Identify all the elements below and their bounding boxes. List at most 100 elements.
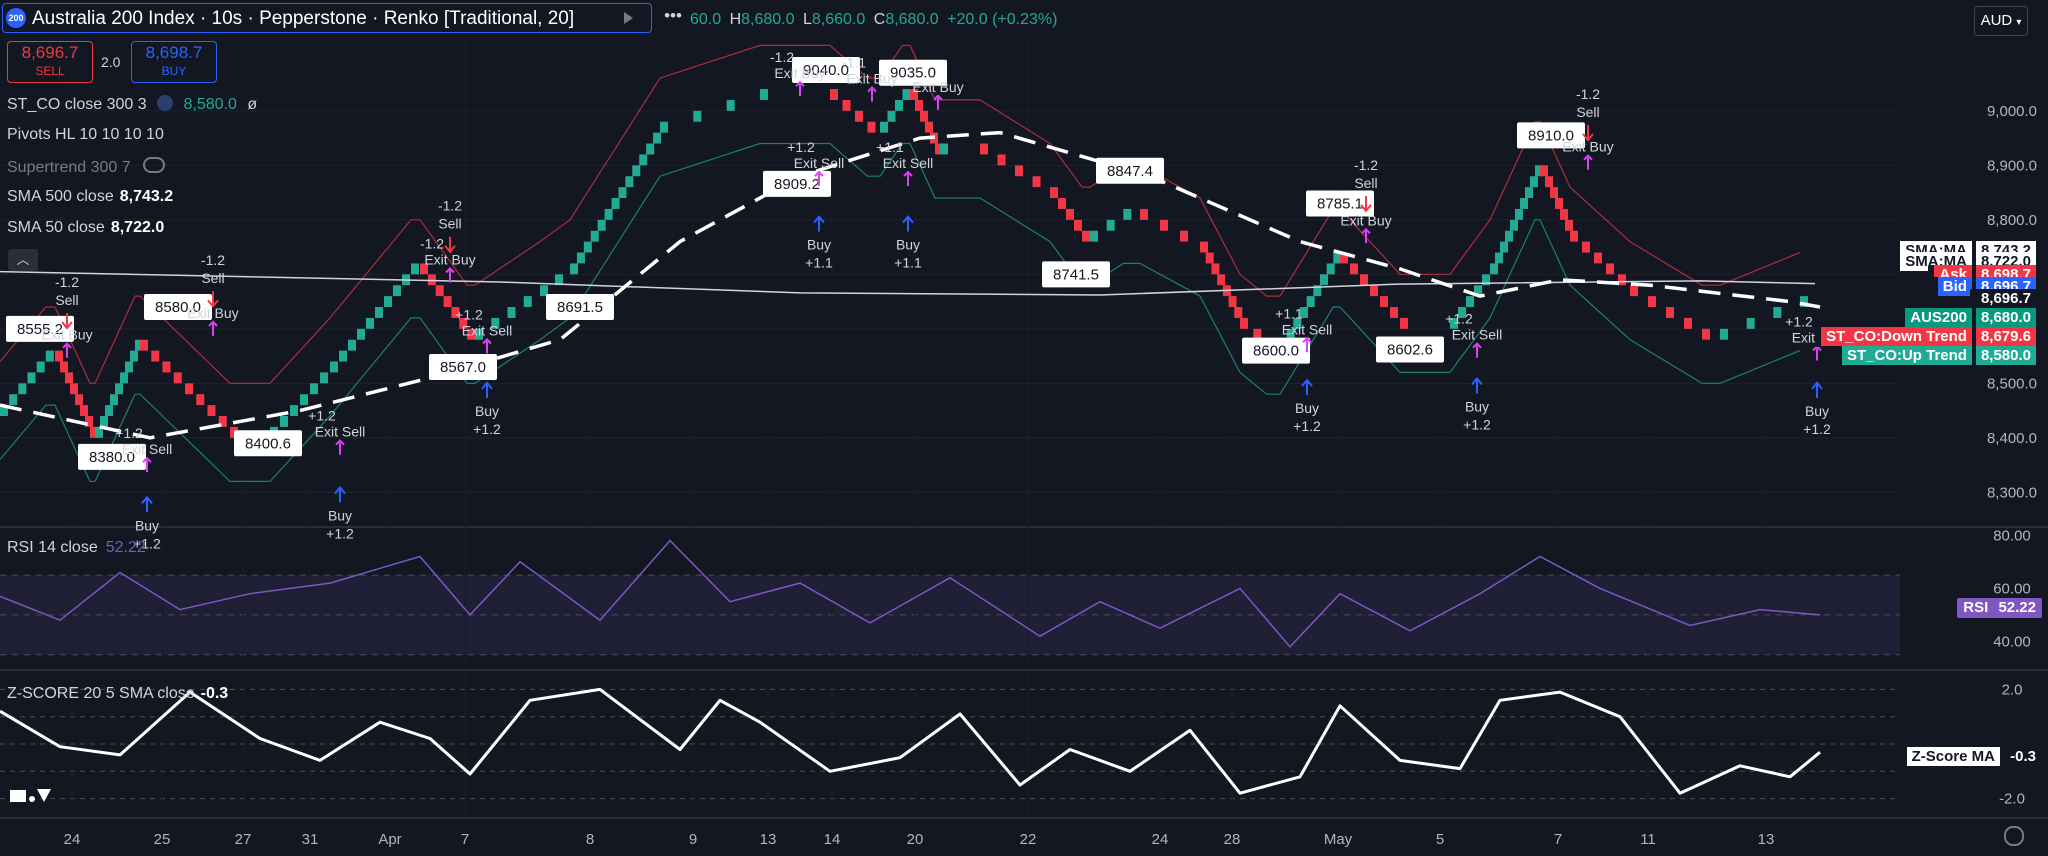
legend-rsi[interactable]: RSI 14 close 52.22	[7, 539, 146, 557]
settings-gear-icon[interactable]	[2004, 826, 2024, 846]
renko-brick-up	[475, 328, 483, 340]
buy-arrow-icon	[1301, 378, 1313, 396]
renko-brick-down	[75, 394, 83, 406]
legend-zscore-name: Z-SCORE 20 5 SMA close	[7, 685, 195, 702]
pivot-label-box	[234, 430, 302, 457]
ohlc-low-value: 8,660.0	[811, 11, 866, 28]
sell-signal-label: Sell	[438, 216, 461, 232]
renko-brick-down	[1560, 208, 1568, 220]
legend-zscore[interactable]: Z-SCORE 20 5 SMA close -0.3	[7, 685, 228, 703]
renko-brick-down	[1240, 317, 1248, 329]
renko-brick-up	[1466, 296, 1474, 308]
renko-brick-down	[1594, 252, 1602, 264]
renko-brick-up	[36, 361, 45, 373]
renko-brick-up	[507, 307, 516, 318]
exit-signal-value: -1.2	[770, 49, 794, 65]
renko-brick-up	[1515, 208, 1523, 220]
time-tick-label: 7	[461, 831, 469, 848]
buy-button[interactable]: 8,698.7 BUY	[131, 41, 217, 83]
pivot-label: 8567.0	[440, 359, 486, 376]
legend-sma500[interactable]: SMA 500 close 8,743.2	[7, 188, 173, 206]
renko-brick-up	[583, 241, 592, 253]
logo-wedge	[37, 789, 51, 802]
renko-brick-up	[9, 394, 18, 406]
renko-brick-up	[1474, 285, 1482, 297]
renko-brick-up	[618, 187, 627, 199]
zscore-tick-label: 2.0	[2002, 681, 2023, 698]
tradingview-logo[interactable]	[10, 782, 51, 808]
renko-brick-up	[1106, 219, 1115, 231]
collapse-legend-button[interactable]: ︿	[8, 249, 38, 271]
renko-brick-down	[842, 99, 851, 111]
time-tick-label: 31	[302, 831, 319, 848]
legend-sma50[interactable]: SMA 50 close 8,722.0	[7, 219, 164, 237]
renko-brick-down	[1228, 296, 1237, 308]
symbol-title[interactable]: Australia 200 Index · 10s · Pepperstone …	[32, 8, 575, 29]
renko-brick-down	[90, 426, 98, 438]
flag-icon[interactable]	[624, 12, 633, 24]
renko-brick-up	[625, 176, 634, 188]
price-tick-label: 8,500.0	[1987, 375, 2037, 392]
pivot-label-box	[1376, 336, 1444, 363]
legend-supertrend[interactable]: Supertrend 300 7	[7, 157, 166, 177]
legend-st-co[interactable]: ST_CO close 300 3 8,580.0 ø	[7, 95, 257, 114]
renko-brick-down	[1565, 219, 1573, 231]
buy-signal-value: +1.2	[1463, 417, 1491, 433]
pivot-label-box	[144, 294, 212, 321]
renko-brick-up	[393, 285, 401, 297]
exit-marker-icon	[445, 267, 455, 283]
time-tick-label: 13	[760, 831, 777, 848]
price-badge-value: 8,679.6	[1975, 326, 2036, 346]
spread-value: 2.0	[101, 54, 121, 70]
sell-signal-value: -1.2	[1576, 86, 1600, 102]
exit-signal-value: -1.1	[842, 55, 866, 71]
pivot-label-box	[1517, 122, 1585, 149]
legend-pivots[interactable]: Pivots HL 10 10 10 10	[7, 126, 164, 144]
sell-signal-value: -1.2	[201, 252, 225, 268]
renko-brick-down	[997, 154, 1006, 166]
renko-brick-down	[1684, 317, 1692, 329]
legend-supertrend-name: Supertrend 300 7	[7, 159, 131, 176]
renko-brick-up	[1530, 176, 1538, 188]
renko-brick-up	[639, 154, 648, 166]
sell-button[interactable]: 8,696.7 SELL	[7, 41, 93, 83]
renko-brick-up	[1326, 263, 1335, 275]
renko-brick-down	[70, 383, 78, 395]
exit-marker-icon	[142, 456, 152, 473]
buy-arrow-icon	[481, 381, 493, 398]
renko-brick-up	[887, 110, 896, 122]
time-tick-label: 28	[1224, 831, 1241, 848]
price-tick-label: 9,000.0	[1987, 103, 2037, 120]
price-badge-value: 8,696.7	[1975, 288, 2036, 308]
renko-brick-down	[1217, 274, 1226, 286]
renko-brick-up	[125, 361, 133, 373]
renko-brick-up	[611, 198, 620, 209]
renko-brick-up	[1490, 263, 1498, 275]
renko-brick-up	[300, 394, 308, 406]
logo-dot	[29, 796, 35, 802]
renko-brick-up	[726, 99, 735, 111]
time-tick-label: 9	[689, 831, 697, 848]
time-tick-label: 27	[235, 831, 252, 848]
ohlc-high-value: 8,680.0	[741, 11, 795, 28]
sell-signal-label: Sell	[201, 270, 224, 286]
renko-brick-down	[140, 339, 148, 351]
pivot-label: 8910.0	[1528, 127, 1574, 144]
more-icon[interactable]: •••	[664, 6, 682, 25]
pivot-label-box	[429, 353, 497, 380]
exit-signal-value: +1.2	[787, 139, 815, 155]
buy-signal-value: +1.2	[473, 421, 501, 437]
symbol-header[interactable]	[2, 3, 652, 33]
eye-hidden-icon[interactable]	[143, 157, 166, 173]
exit-signal-value: +1.2	[115, 425, 143, 441]
exit-signal-label: Exit Sell	[1452, 327, 1503, 343]
renko-brick-down	[1066, 208, 1074, 220]
sell-signal-label: Sell	[55, 292, 78, 308]
renko-brick-down	[1340, 252, 1348, 264]
sma500-line	[0, 270, 1816, 296]
renko-brick-down	[1390, 307, 1398, 318]
currency-selector[interactable]: AUD ▾	[1974, 6, 2028, 36]
zscore-price-badge: Z-Score MA -0.3	[1900, 747, 2042, 767]
exit-signal-label: Exit Sell	[794, 155, 845, 171]
